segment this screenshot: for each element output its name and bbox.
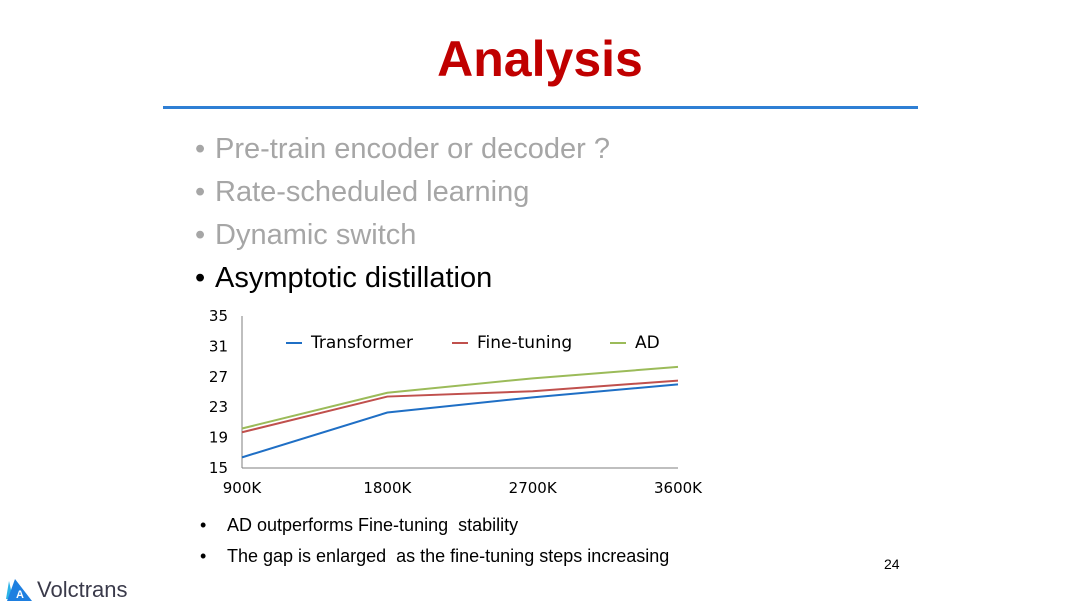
bullet-text: Pre-train encoder or decoder ?	[215, 133, 610, 165]
legend-label: Fine-tuning	[477, 333, 572, 353]
bullet-text: Rate-scheduled learning	[215, 176, 530, 208]
logo-text: Volctrans	[37, 577, 128, 602]
x-tick-label: 3600K	[654, 479, 703, 497]
note-item: • The gap is enlarged as the fine-tuning …	[200, 541, 669, 572]
note-text: AD outperforms Fine-tuning stability	[227, 515, 519, 535]
legend-label: AD	[635, 333, 660, 353]
logo: A Volctrans	[4, 576, 128, 604]
bullet-item: • Pre-train encoder or decoder ?	[195, 128, 610, 171]
y-tick-label: 19	[209, 429, 228, 447]
note-dot: •	[200, 546, 207, 566]
svg-text:A: A	[16, 589, 24, 601]
y-tick-label: 27	[209, 368, 228, 386]
bullet-dot: •	[195, 176, 206, 208]
bullet-dot: •	[195, 133, 206, 165]
bullet-text: Dynamic switch	[215, 219, 417, 251]
bullet-item-active: • Asymptotic distillation	[195, 257, 610, 300]
note-dot: •	[200, 515, 207, 535]
note-text: The gap is enlarged as the fine-tuning s…	[227, 546, 670, 566]
x-tick-label: 1800K	[363, 479, 412, 497]
x-tick-label: 900K	[223, 479, 263, 497]
notes-list: • AD outperforms Fine-tuning stability • T…	[200, 510, 669, 572]
y-tick-label: 35	[209, 307, 228, 325]
x-tick-label: 2700K	[509, 479, 558, 497]
series-line	[241, 383, 679, 459]
legend-label: Transformer	[310, 333, 413, 353]
series-line	[241, 379, 679, 434]
bullet-dot: •	[195, 219, 206, 251]
bullet-item: • Dynamic switch	[195, 214, 610, 257]
y-tick-label: 31	[209, 337, 228, 355]
bullet-text: Asymptotic distillation	[215, 262, 493, 294]
bullet-list: • Pre-train encoder or decoder ? • Rate-sc…	[195, 128, 610, 300]
slide-title: Analysis	[437, 31, 643, 87]
series-line	[241, 365, 679, 430]
y-tick-label: 23	[209, 398, 228, 416]
note-item: • AD outperforms Fine-tuning stability	[200, 510, 669, 541]
bullet-dot: •	[195, 262, 206, 294]
title-underline	[163, 106, 918, 109]
page-number: 24	[884, 556, 900, 572]
bullet-item: • Rate-scheduled learning	[195, 171, 610, 214]
y-tick-label: 15	[209, 459, 228, 477]
line-chart: 15 19 23 27 31 35 900K 1800K 2700K 3600K Transform…	[209, 307, 703, 497]
volctrans-logo-icon: A	[6, 579, 32, 601]
